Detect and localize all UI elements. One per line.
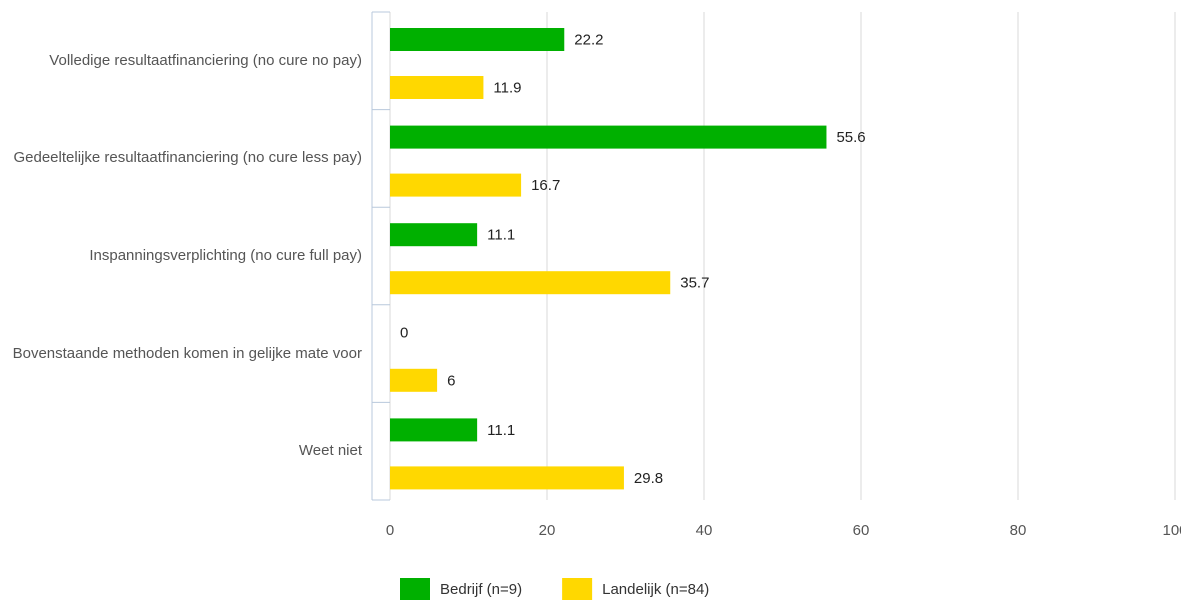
category-label: Gedeeltelijke resultaatfinanciering (no … (13, 149, 362, 167)
category-label: Volledige resultaatfinanciering (no cure… (49, 51, 362, 69)
value-label: 11.1 (487, 227, 515, 244)
bar (390, 28, 565, 51)
value-label: 22.2 (574, 31, 603, 48)
value-label: 29.8 (634, 470, 663, 487)
legend-swatch (400, 578, 430, 600)
x-tick-label: 100 (1162, 522, 1181, 539)
x-tick-label: 0 (386, 522, 394, 539)
bar (390, 466, 624, 490)
value-label: 55.6 (836, 129, 865, 146)
x-tick-label: 80 (1010, 522, 1027, 539)
x-tick-label: 60 (853, 522, 870, 539)
bar (390, 223, 478, 247)
legend-label: Landelijk (n=84) (602, 581, 709, 598)
legend-swatch (562, 578, 593, 600)
value-label: 35.7 (680, 275, 709, 292)
x-tick-label: 20 (539, 522, 556, 539)
bar (390, 125, 827, 149)
x-tick-label: 40 (696, 522, 713, 539)
bar (390, 271, 671, 295)
bar (390, 173, 522, 197)
category-label: Inspanningsverplichting (no cure full pa… (89, 247, 362, 264)
value-label: 16.7 (531, 177, 560, 194)
bar (390, 368, 438, 392)
value-label: 11.1 (487, 422, 515, 439)
bar (390, 418, 478, 442)
value-label: 6 (447, 372, 455, 389)
category-label: Bovenstaande methoden komen in gelijke m… (12, 344, 362, 362)
bar (390, 76, 484, 99)
value-label: 11.9 (493, 79, 521, 96)
category-label: Weet niet (298, 442, 362, 460)
value-label: 0 (400, 324, 408, 341)
legend-label: Bedrijf (n=9) (440, 581, 522, 598)
